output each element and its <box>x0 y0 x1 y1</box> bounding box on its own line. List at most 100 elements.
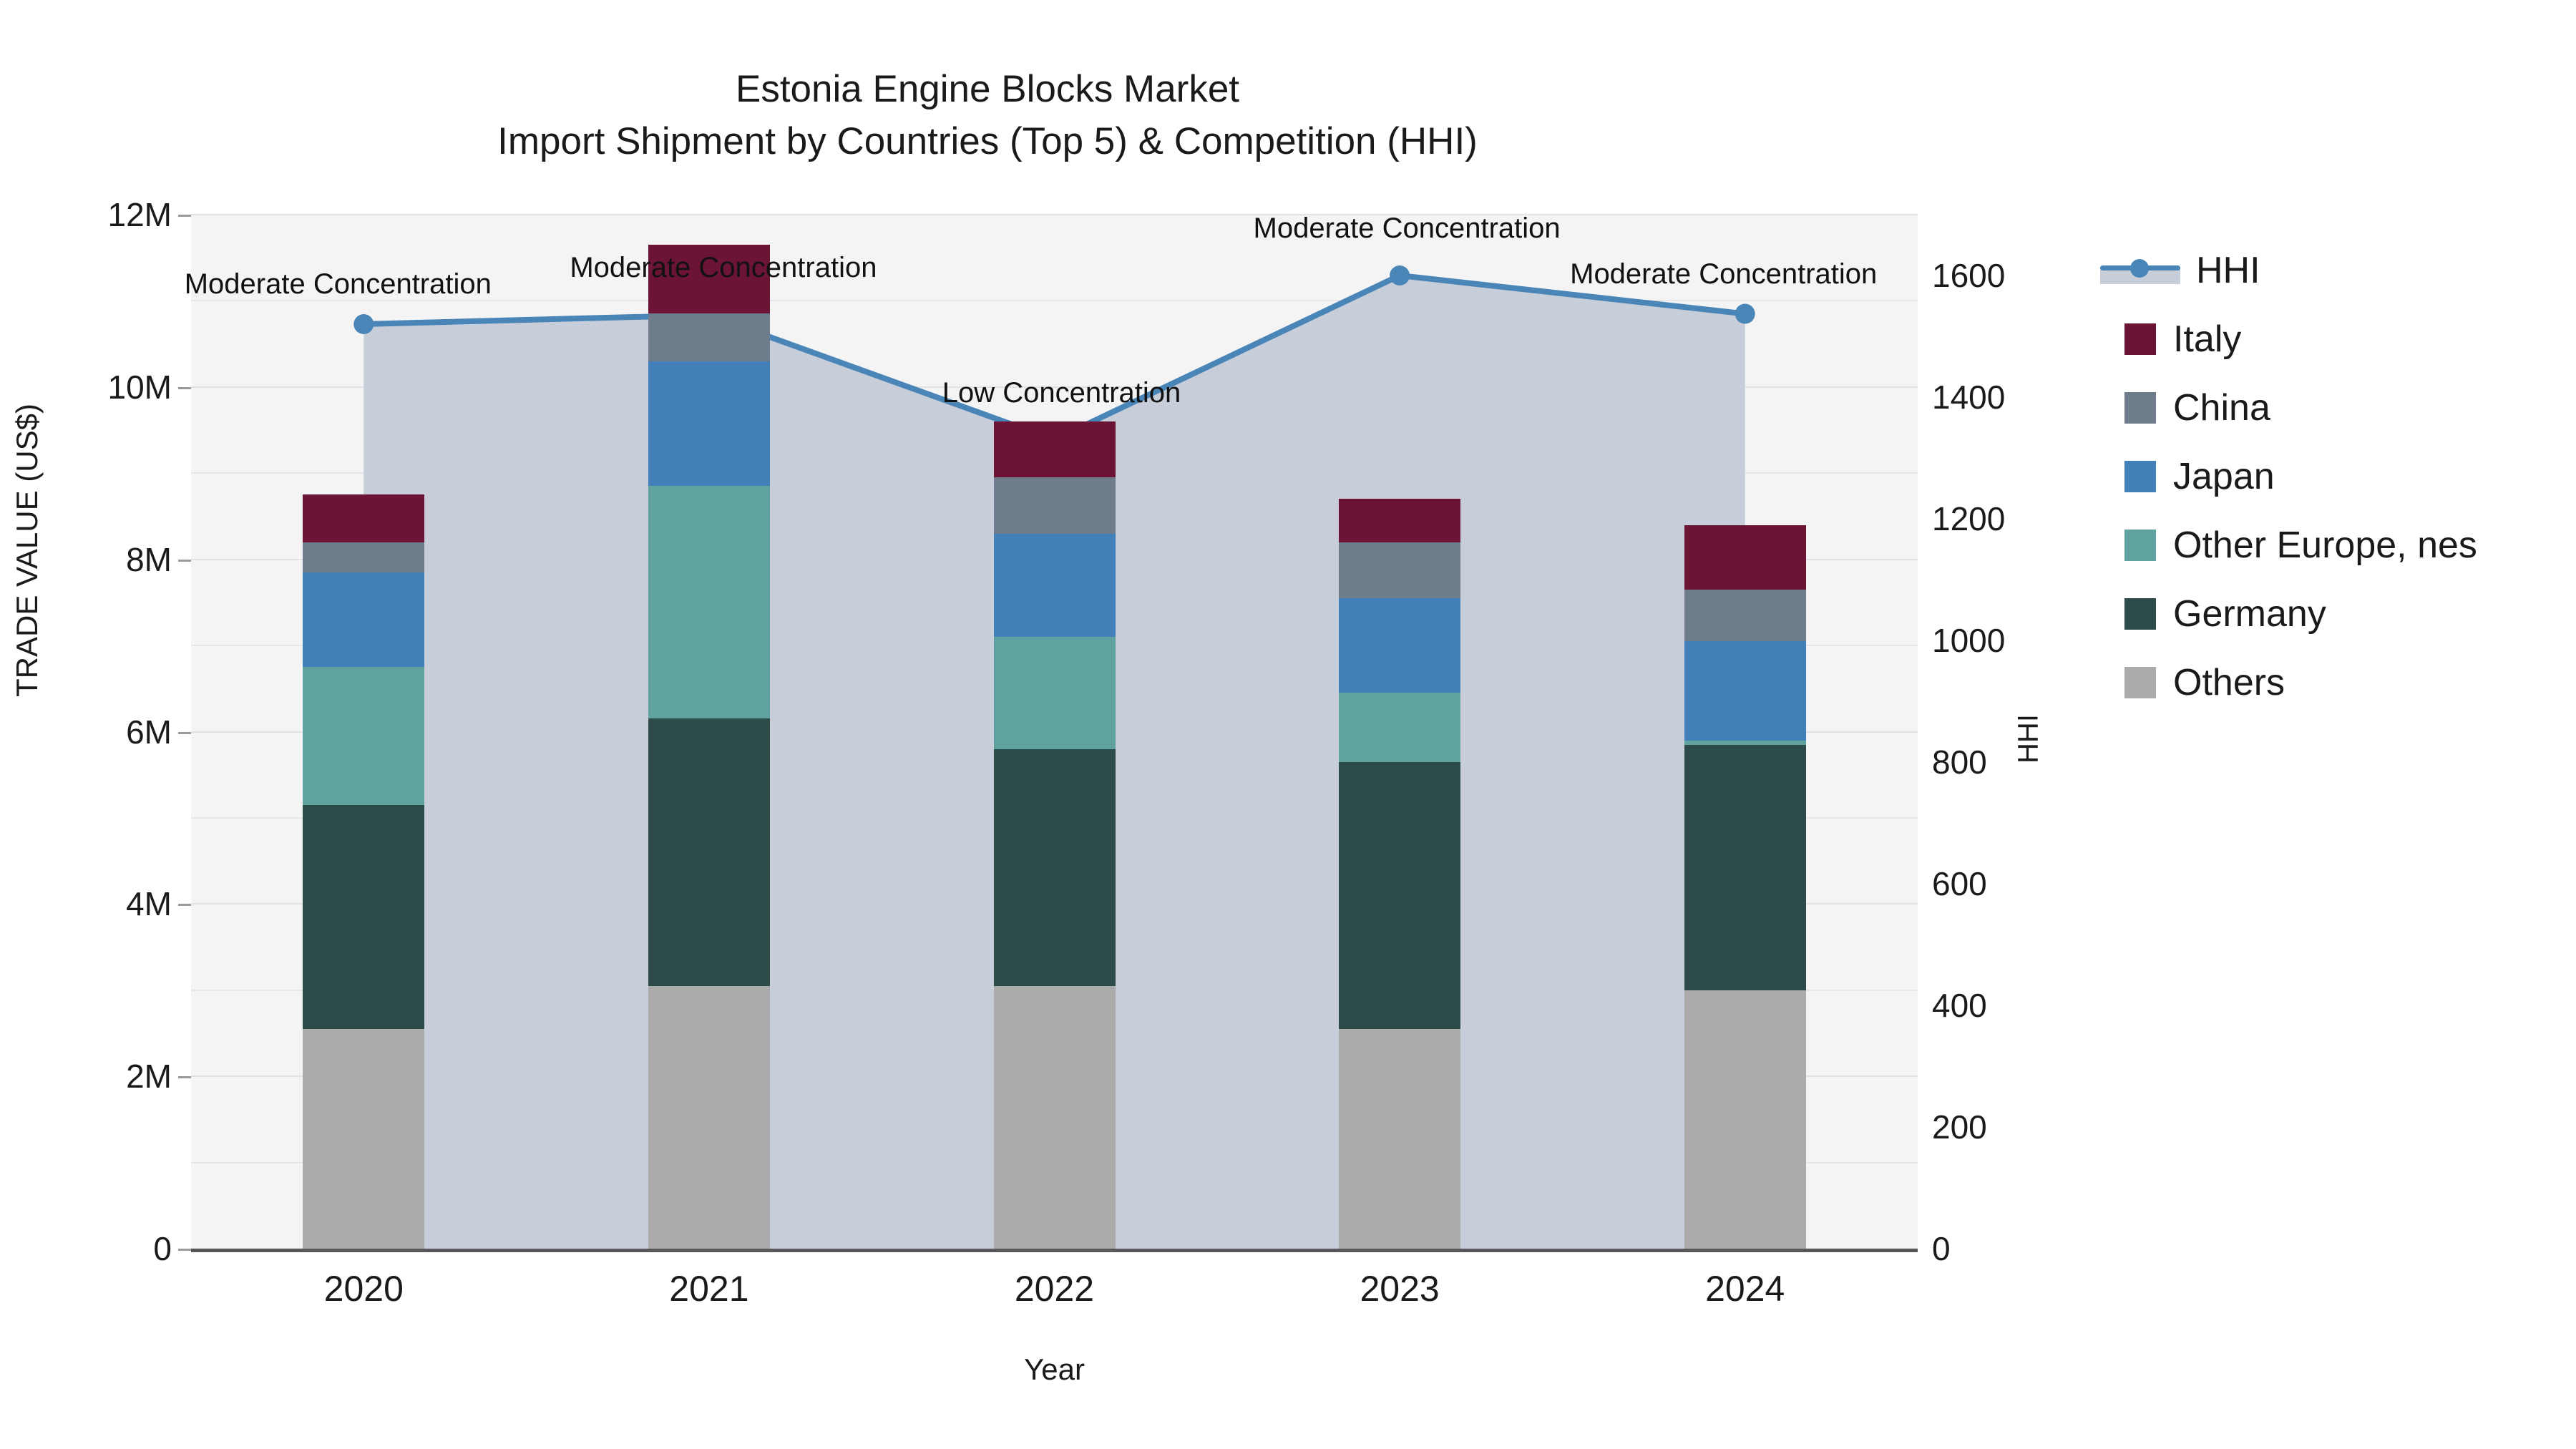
hhi-data-point[interactable] <box>353 314 374 334</box>
y-axis-right-tick-label: 600 <box>1932 865 1987 902</box>
bar-segment[interactable] <box>1339 1028 1461 1249</box>
bar-segment[interactable] <box>648 718 770 986</box>
legend: HHI Italy China Japan Other Europe, nes Germa… <box>2100 236 2558 717</box>
bar-stack[interactable] <box>303 215 425 1249</box>
concentration-annotation: Moderate Concentration <box>1570 258 1878 290</box>
legend-line-key-icon <box>2100 257 2180 284</box>
x-axis-tick-label: 2021 <box>669 1269 749 1309</box>
y-axis-left-tick-mark <box>178 386 191 389</box>
concentration-annotation: Moderate Concentration <box>570 252 877 284</box>
bar-segment[interactable] <box>648 361 770 487</box>
y-axis-right-tick-label: 1000 <box>1932 622 2006 659</box>
concentration-annotation: Moderate Concentration <box>1253 213 1561 244</box>
legend-item[interactable]: Other Europe, nes <box>2100 511 2558 580</box>
bar-segment[interactable] <box>303 542 425 572</box>
bar-segment[interactable] <box>648 486 770 719</box>
bar-segment[interactable] <box>993 477 1116 534</box>
y-axis-right-tick-label: 400 <box>1932 987 1987 1024</box>
y-axis-left-tick-mark <box>178 731 191 734</box>
concentration-annotation: Low Concentration <box>942 376 1181 409</box>
legend-item[interactable]: Japan <box>2100 442 2558 511</box>
x-axis-tick-label: 2023 <box>1360 1269 1440 1309</box>
bar-segment[interactable] <box>1684 744 1806 990</box>
chart-subtitle: Import Shipment by Countries (Top 5) & C… <box>497 120 1478 163</box>
y-axis-left-tick-label: 12M <box>107 196 172 233</box>
y-axis-right-tick-label: 800 <box>1932 743 1987 781</box>
y-axis-left-tick-label: 0 <box>153 1230 172 1267</box>
legend-swatch-icon <box>2124 461 2156 492</box>
legend-swatch-icon <box>2124 530 2156 561</box>
bar-stack[interactable] <box>993 215 1116 1249</box>
x-axis-title: Year <box>1024 1352 1085 1386</box>
legend-item[interactable]: China <box>2100 374 2558 442</box>
bar-segment[interactable] <box>1684 589 1806 642</box>
bar-stack[interactable] <box>648 215 770 1249</box>
bar-segment[interactable] <box>303 667 425 805</box>
gridline <box>191 300 1918 302</box>
y-axis-left-tick-mark <box>178 559 191 562</box>
hhi-data-point[interactable] <box>1735 303 1755 324</box>
bar-stack[interactable] <box>1339 215 1461 1249</box>
y-axis-left-tick-mark <box>178 904 191 907</box>
bar-segment[interactable] <box>993 637 1116 749</box>
bar-segment[interactable] <box>1684 990 1806 1249</box>
bar-segment[interactable] <box>1339 761 1461 1029</box>
x-axis-tick-label: 2020 <box>323 1269 404 1309</box>
y-axis-left-tick-mark <box>178 1249 191 1251</box>
bar-segment[interactable] <box>993 748 1116 986</box>
y-axis-left-tick-label: 8M <box>126 540 172 578</box>
y-axis-left-tick-mark <box>178 215 191 217</box>
bar-segment[interactable] <box>1339 597 1461 693</box>
bar-segment[interactable] <box>648 313 770 361</box>
bar-segment[interactable] <box>648 985 770 1249</box>
gridline <box>191 386 1918 388</box>
bar-segment[interactable] <box>1684 740 1806 745</box>
y-axis-left-tick-label: 10M <box>107 368 172 406</box>
bar-segment[interactable] <box>648 245 770 314</box>
concentration-annotation: Moderate Concentration <box>184 268 492 300</box>
hhi-data-point[interactable] <box>1390 265 1410 286</box>
bar-segment[interactable] <box>1684 641 1806 741</box>
legend-label: Germany <box>2173 593 2326 635</box>
legend-item[interactable]: Germany <box>2100 580 2558 648</box>
legend-label: China <box>2173 387 2270 429</box>
bar-segment[interactable] <box>993 985 1116 1249</box>
legend-label: Others <box>2173 662 2285 703</box>
legend-swatch-icon <box>2124 323 2156 355</box>
y-axis-right-title: HHI <box>2012 714 2044 763</box>
bar-segment[interactable] <box>303 494 425 542</box>
legend-item[interactable]: Italy <box>2100 305 2558 374</box>
y-axis-left-tick-label: 6M <box>126 713 172 751</box>
x-axis-tick-label: 2024 <box>1705 1269 1785 1309</box>
bar-segment[interactable] <box>303 1028 425 1249</box>
legend-item[interactable]: Others <box>2100 648 2558 717</box>
legend-swatch-icon <box>2124 667 2156 698</box>
y-axis-left-tick-label: 4M <box>126 885 172 923</box>
y-axis-right-tick-label: 1600 <box>1932 257 2006 294</box>
plot-area <box>191 214 1918 1249</box>
y-axis-left-tick-mark <box>178 1076 191 1079</box>
x-axis-line <box>191 1249 1918 1252</box>
bar-segment[interactable] <box>1339 499 1461 542</box>
bar-segment[interactable] <box>303 804 425 1029</box>
chart-title-block: Estonia Engine Blocks Market Import Ship… <box>0 63 1975 167</box>
bar-stack[interactable] <box>1684 215 1806 1249</box>
bar-series-layer <box>191 215 1918 1249</box>
y-axis-right-tick-label: 0 <box>1932 1230 1951 1267</box>
legend-swatch-icon <box>2124 598 2156 630</box>
bar-segment[interactable] <box>993 421 1116 478</box>
bar-segment[interactable] <box>993 533 1116 638</box>
y-axis-right-tick-label: 200 <box>1932 1108 1987 1146</box>
bar-segment[interactable] <box>303 572 425 668</box>
bar-segment[interactable] <box>1339 693 1461 762</box>
legend-swatch-icon <box>2124 392 2156 424</box>
y-axis-left-title: TRADE VALUE (US$) <box>10 404 44 697</box>
legend-item[interactable]: HHI <box>2100 236 2558 305</box>
legend-label: Italy <box>2173 318 2242 360</box>
legend-label: Japan <box>2173 456 2275 497</box>
y-axis-right-tick-label: 1400 <box>1932 379 2006 416</box>
bar-segment[interactable] <box>1339 542 1461 598</box>
legend-label: HHI <box>2196 250 2260 291</box>
bar-segment[interactable] <box>1684 525 1806 590</box>
